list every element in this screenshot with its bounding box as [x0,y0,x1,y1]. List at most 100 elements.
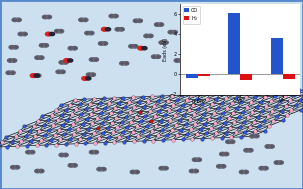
Circle shape [11,166,16,169]
Point [267,124,271,127]
Point [159,129,164,132]
Point [186,108,191,111]
Point [141,139,146,143]
Point [167,109,171,112]
Circle shape [34,74,39,77]
Point [82,132,86,135]
Point [111,131,116,134]
Point [62,133,67,136]
Point [119,121,124,124]
Point [255,115,260,118]
Point [249,101,254,104]
Circle shape [263,167,268,170]
Point [40,114,45,117]
Point [115,126,120,129]
Circle shape [63,61,68,64]
Point [112,141,117,144]
Point [204,132,209,135]
Circle shape [250,134,255,138]
Circle shape [123,62,129,65]
Point [144,125,149,128]
Point [36,119,41,122]
Point [125,125,130,128]
Circle shape [35,74,41,77]
Point [129,120,134,123]
Circle shape [58,29,64,33]
Point [114,116,118,119]
Point [148,119,153,122]
Circle shape [93,150,98,154]
Circle shape [93,58,98,61]
Point [284,104,288,107]
Point [189,128,194,131]
Circle shape [155,23,160,26]
Point [169,129,174,132]
Point [140,95,145,98]
Circle shape [159,167,165,170]
Point [232,121,237,124]
Point [286,89,291,92]
Point [28,139,34,142]
Point [116,136,121,139]
Circle shape [274,161,280,164]
Circle shape [229,140,235,143]
Point [5,145,10,148]
Point [102,141,107,144]
Point [150,129,155,132]
Circle shape [278,161,283,164]
Circle shape [115,28,121,31]
Point [64,108,68,111]
Circle shape [64,59,70,62]
Circle shape [97,167,102,171]
Circle shape [220,165,226,168]
Point [277,90,281,93]
Point [59,113,64,116]
Point [117,101,122,104]
Point [190,137,195,140]
Point [285,114,290,117]
Point [241,121,246,124]
Point [108,111,113,114]
Circle shape [183,27,189,30]
Point [211,112,216,115]
Point [112,106,117,109]
Point [82,98,87,101]
Circle shape [86,73,92,76]
Circle shape [259,167,265,170]
Circle shape [79,18,84,22]
Point [261,120,266,123]
Point [228,92,233,95]
Point [298,98,302,101]
Circle shape [226,140,231,143]
Point [251,120,256,123]
Circle shape [46,15,52,19]
Point [75,118,80,121]
Point [68,138,72,141]
Point [44,143,49,146]
Circle shape [89,58,95,61]
Circle shape [42,15,48,19]
Point [77,137,82,140]
Point [91,132,96,135]
Point [18,130,22,133]
Point [89,112,94,115]
Point [55,119,60,122]
Circle shape [248,149,253,152]
Point [238,91,242,94]
Point [262,129,267,132]
Point [278,99,283,102]
Circle shape [14,166,20,169]
Point [189,93,194,96]
Point [257,125,262,128]
Point [214,132,218,135]
Circle shape [38,56,44,59]
Circle shape [220,152,225,156]
Point [160,94,165,98]
Circle shape [186,44,192,47]
Point [178,118,182,121]
Point [265,115,270,118]
Point [130,130,135,133]
Point [25,144,29,147]
Point [79,112,84,115]
Point [228,126,232,129]
